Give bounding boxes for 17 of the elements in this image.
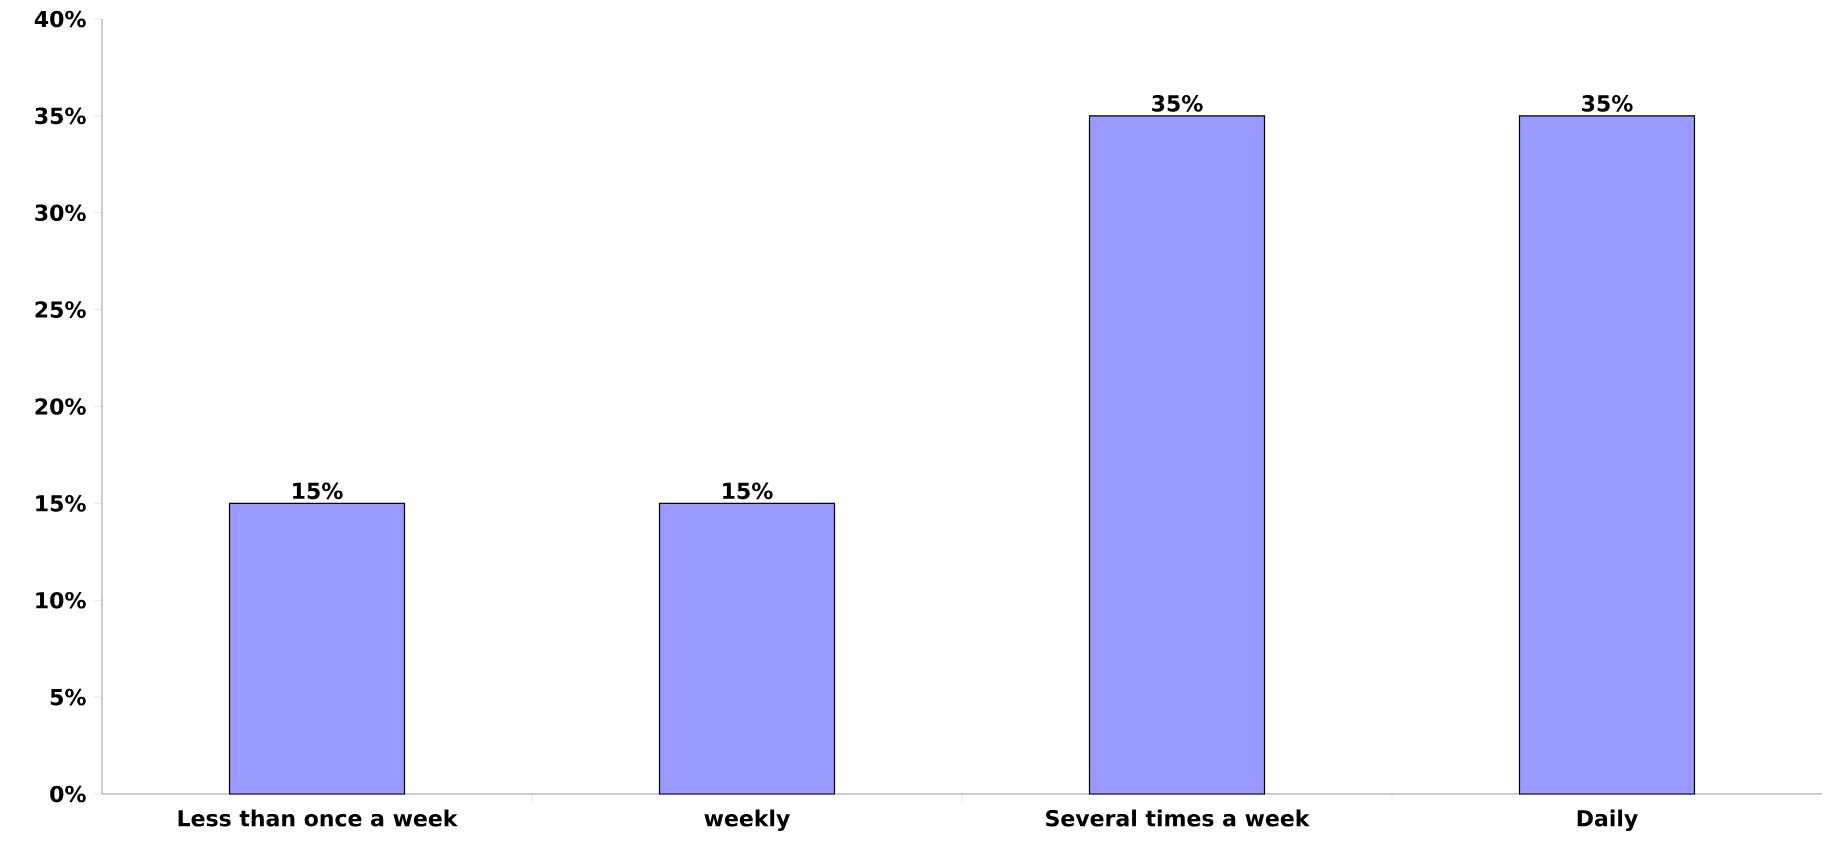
x-tick-label: weekly <box>704 809 790 831</box>
y-tick-label: 5% <box>50 688 86 706</box>
y-tick-label: 15% <box>36 495 86 512</box>
y-tick-label: 20% <box>35 398 86 415</box>
data-label: 35% <box>1582 95 1633 112</box>
x-tick-label: Daily <box>1577 809 1638 831</box>
x-tick-label: Several times a week <box>1046 809 1310 827</box>
y-tick-label: 40% <box>34 10 86 28</box>
x-tick-label: Less than once a week <box>178 809 458 827</box>
y-tick-label: 10% <box>36 591 86 609</box>
y-tick-label: 35% <box>35 107 86 125</box>
y-tick-label: 0% <box>50 785 86 803</box>
y-tick-label: 30% <box>35 204 86 222</box>
y-tick-label: 25% <box>35 301 86 318</box>
data-label: 15% <box>293 482 343 500</box>
data-label: 15% <box>723 482 773 500</box>
data-label: 35% <box>1152 95 1203 112</box>
